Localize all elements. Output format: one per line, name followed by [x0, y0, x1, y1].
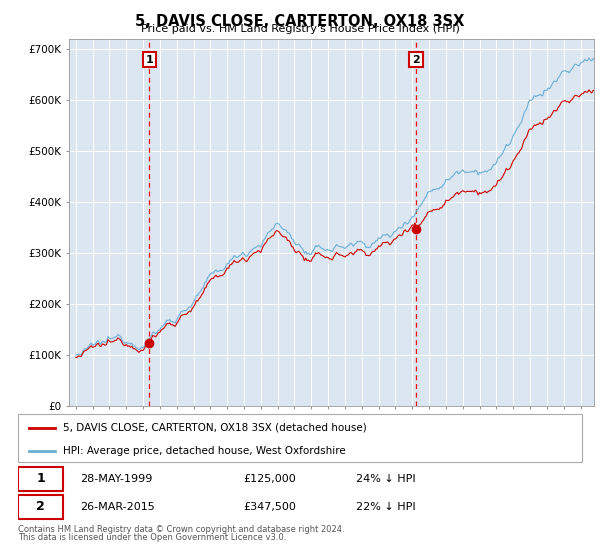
- Text: 1: 1: [145, 54, 153, 64]
- Text: This data is licensed under the Open Government Licence v3.0.: This data is licensed under the Open Gov…: [18, 533, 286, 542]
- Text: 1: 1: [36, 472, 45, 486]
- Text: £125,000: £125,000: [244, 474, 296, 484]
- Text: £347,500: £347,500: [244, 502, 296, 512]
- Text: 2: 2: [36, 500, 45, 514]
- Text: 2: 2: [412, 54, 420, 64]
- Text: 5, DAVIS CLOSE, CARTERTON, OX18 3SX (detached house): 5, DAVIS CLOSE, CARTERTON, OX18 3SX (det…: [63, 423, 367, 433]
- Text: 24% ↓ HPI: 24% ↓ HPI: [356, 474, 416, 484]
- Text: Contains HM Land Registry data © Crown copyright and database right 2024.: Contains HM Land Registry data © Crown c…: [18, 525, 344, 534]
- Text: 22% ↓ HPI: 22% ↓ HPI: [356, 502, 416, 512]
- FancyBboxPatch shape: [18, 467, 63, 491]
- Text: 28-MAY-1999: 28-MAY-1999: [80, 474, 152, 484]
- Text: HPI: Average price, detached house, West Oxfordshire: HPI: Average price, detached house, West…: [63, 446, 346, 456]
- FancyBboxPatch shape: [18, 495, 63, 519]
- Text: Price paid vs. HM Land Registry's House Price Index (HPI): Price paid vs. HM Land Registry's House …: [140, 24, 460, 34]
- Text: 26-MAR-2015: 26-MAR-2015: [80, 502, 155, 512]
- Text: 5, DAVIS CLOSE, CARTERTON, OX18 3SX: 5, DAVIS CLOSE, CARTERTON, OX18 3SX: [136, 14, 464, 29]
